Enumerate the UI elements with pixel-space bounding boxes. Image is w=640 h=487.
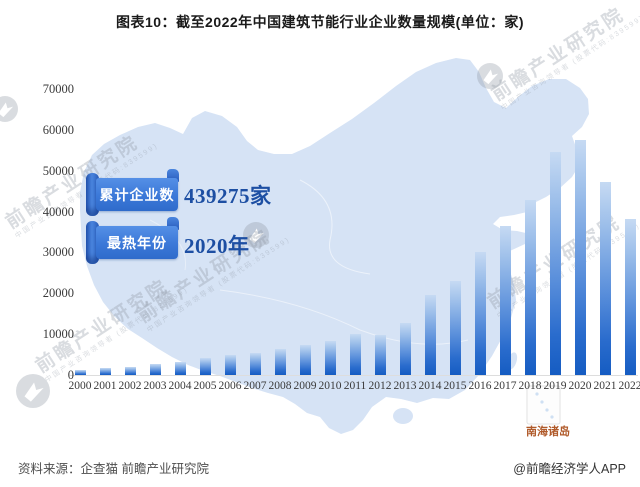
bar-2010: [324, 341, 336, 375]
bar-2014: [424, 295, 436, 375]
bar-2022: [624, 219, 636, 375]
x-axis-year-label: 2005: [193, 380, 217, 392]
y-axis-tick-label: 40000: [42, 204, 74, 219]
x-axis-year-label: 2021: [593, 380, 617, 392]
bar-2018: [524, 200, 536, 375]
x-axis-year-label: 2015: [443, 380, 467, 392]
hainan-island-shape: [393, 408, 413, 424]
bar-2001: [99, 368, 111, 375]
bar-2016: [474, 252, 486, 375]
x-axis-year-label: 2022: [618, 380, 640, 392]
south-china-sea-label: 南海诸岛: [526, 426, 570, 438]
x-axis-year-label: 2009: [293, 380, 317, 392]
x-axis-year-label: 2018: [518, 380, 542, 392]
bar-2017: [499, 226, 511, 375]
y-axis-tick-label: 20000: [42, 286, 74, 301]
bar-2015: [449, 281, 461, 375]
watermark-logo-icon: [477, 63, 503, 89]
x-axis-year-label: 2003: [143, 380, 167, 392]
x-axis-year-label: 2016: [468, 380, 492, 392]
x-axis-year-label: 2020: [568, 380, 592, 392]
bar-2011: [349, 334, 361, 375]
bar-2021: [599, 182, 611, 375]
y-axis-tick-label: 50000: [42, 163, 74, 178]
river-line: [299, 179, 371, 275]
bar-2002: [124, 367, 136, 375]
badge-cumulative-enterprises: 累计企业数: [86, 169, 179, 216]
watermark-logo-icon: [0, 96, 18, 122]
y-axis-tick-label: 0: [67, 368, 74, 382]
x-axis-year-label: 2007: [243, 380, 267, 392]
ribbon-roll-left: [86, 221, 99, 264]
bar-2005: [199, 358, 211, 375]
bar-2009: [299, 345, 311, 375]
x-axis-year-label: 2012: [368, 380, 392, 392]
badge-label: 最热年份: [96, 226, 178, 259]
x-axis-year-label: 2002: [118, 380, 142, 392]
ribbon-roll-left: [86, 173, 99, 216]
bar-2007: [249, 353, 261, 375]
y-axis-tick-label: 60000: [42, 122, 74, 137]
x-axis-year-label: 2000: [68, 380, 92, 392]
bar-2013: [399, 323, 411, 375]
x-axis-year-label: 2008: [268, 380, 292, 392]
x-axis-year-label: 2004: [168, 380, 192, 392]
x-axis-year-label: 2017: [493, 380, 517, 392]
data-source-note: 资料来源：企查猫 前瞻产业研究院: [18, 462, 209, 476]
bar-2019: [549, 152, 561, 375]
bar-2008: [274, 349, 286, 375]
x-axis-year-label: 2019: [543, 380, 567, 392]
bar-2020: [574, 140, 586, 375]
inset-islands-dots: [535, 392, 554, 419]
x-axis-year-label: 2013: [393, 380, 417, 392]
bar-2003: [149, 364, 161, 375]
x-axis-year-label: 2010: [318, 380, 342, 392]
y-axis-tick-label: 30000: [42, 245, 74, 260]
x-axis-year-label: 2014: [418, 380, 442, 392]
bar-2012: [374, 335, 386, 375]
badge-cumulative-value: 439275家: [184, 184, 272, 208]
credit-note: @前瞻经济学人APP: [513, 462, 626, 476]
x-axis-year-label: 2001: [93, 380, 117, 392]
badge-label: 累计企业数: [96, 178, 178, 211]
badge-hottest-year: 最热年份: [86, 217, 179, 264]
bar-2006: [224, 355, 236, 375]
bar-2004: [174, 362, 186, 375]
badge-hottest-year-value: 2020年: [184, 234, 250, 258]
x-axis-year-label: 2011: [343, 380, 367, 392]
x-axis-line: [70, 375, 638, 376]
y-axis-tick-label: 10000: [42, 327, 74, 342]
x-axis-year-label: 2006: [218, 380, 242, 392]
chart-title: 图表10：截至2022年中国建筑节能行业企业数量规模(单位：家): [115, 14, 525, 30]
y-axis-tick-label: 70000: [42, 82, 74, 96]
bar-2000: [74, 370, 86, 375]
